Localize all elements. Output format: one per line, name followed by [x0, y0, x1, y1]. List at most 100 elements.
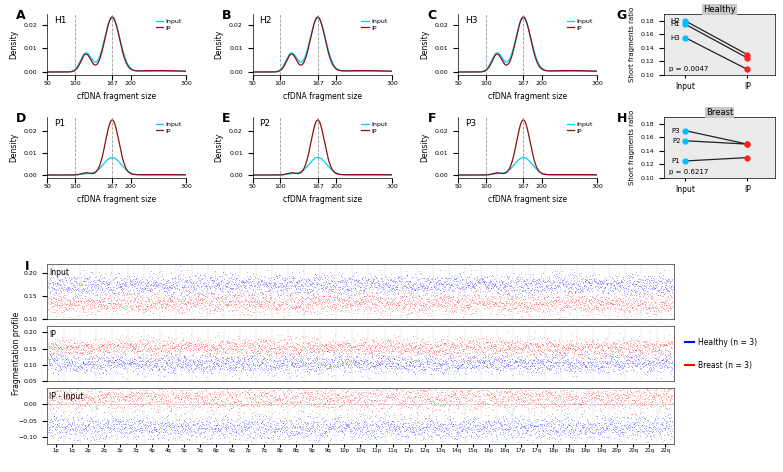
Point [466, 348, 478, 355]
Point [500, 336, 512, 344]
Point [622, 272, 635, 280]
Point [650, 386, 662, 394]
Point [496, 421, 509, 429]
Point [222, 275, 235, 282]
Point [632, 346, 644, 354]
Point [74, 291, 87, 299]
Point [644, 291, 656, 298]
Point [604, 388, 616, 396]
Point [514, 275, 527, 282]
Point [553, 402, 565, 410]
Point [514, 420, 527, 428]
Point [342, 300, 355, 308]
Point [110, 355, 123, 363]
Point [326, 372, 338, 380]
Point [341, 363, 354, 371]
Point [78, 346, 90, 354]
Point [510, 348, 522, 356]
Point [193, 339, 205, 346]
Point [493, 277, 505, 285]
Point [46, 362, 59, 370]
Point [291, 364, 304, 371]
Point [514, 337, 526, 344]
Point [366, 392, 378, 400]
Point [451, 342, 464, 350]
Point [555, 389, 568, 397]
Point [390, 284, 402, 291]
Point [262, 359, 274, 366]
Point [157, 280, 169, 288]
Point [522, 391, 535, 398]
Point [612, 391, 624, 399]
Point [513, 357, 525, 365]
Point [81, 348, 93, 356]
Point [307, 343, 319, 350]
Point [505, 346, 518, 354]
Point [182, 436, 195, 444]
Point [283, 417, 295, 424]
Point [123, 415, 135, 422]
Point [357, 277, 370, 284]
Point [519, 338, 532, 346]
Point [295, 343, 308, 351]
Point [82, 340, 95, 348]
Point [386, 358, 399, 365]
Point [585, 280, 597, 287]
Point [555, 428, 568, 436]
Point [611, 274, 623, 282]
Point [130, 275, 143, 282]
Point [269, 366, 282, 373]
Point [344, 364, 356, 372]
Point [308, 419, 320, 426]
Point [428, 359, 441, 366]
Point [590, 394, 603, 401]
Point [287, 431, 300, 439]
Point [576, 419, 589, 427]
Point [526, 436, 539, 444]
Point [163, 422, 175, 430]
Point [337, 399, 350, 407]
Point [549, 426, 561, 434]
Point [478, 298, 490, 306]
Point [182, 294, 195, 301]
Point [559, 366, 572, 373]
Point [310, 425, 323, 432]
Point [518, 298, 530, 305]
Point [494, 297, 507, 305]
Point [442, 279, 454, 287]
Point [130, 364, 143, 371]
Point [243, 339, 255, 346]
Point [452, 427, 464, 435]
Point [166, 358, 179, 366]
Point [136, 400, 149, 408]
Point [466, 296, 478, 303]
Point [578, 353, 590, 360]
Point [369, 345, 381, 352]
Point [370, 351, 383, 359]
Point [366, 429, 379, 436]
Point [315, 433, 327, 440]
Point [135, 431, 148, 438]
Point [222, 279, 234, 287]
Point [155, 362, 168, 370]
Point [306, 395, 319, 402]
Point [588, 361, 601, 369]
Point [449, 304, 461, 312]
Point [529, 276, 542, 284]
Point [662, 359, 674, 366]
Point [486, 289, 499, 297]
Point [601, 358, 614, 366]
Point [235, 397, 247, 405]
Point [622, 306, 635, 314]
Point [52, 436, 64, 444]
Point [566, 345, 579, 353]
Point [343, 356, 355, 363]
Point [222, 338, 235, 346]
Point [466, 309, 478, 316]
Point [348, 424, 360, 432]
Point [337, 289, 349, 297]
Point [658, 387, 670, 395]
Point [613, 279, 626, 287]
Point [594, 279, 606, 287]
Point [133, 354, 146, 361]
